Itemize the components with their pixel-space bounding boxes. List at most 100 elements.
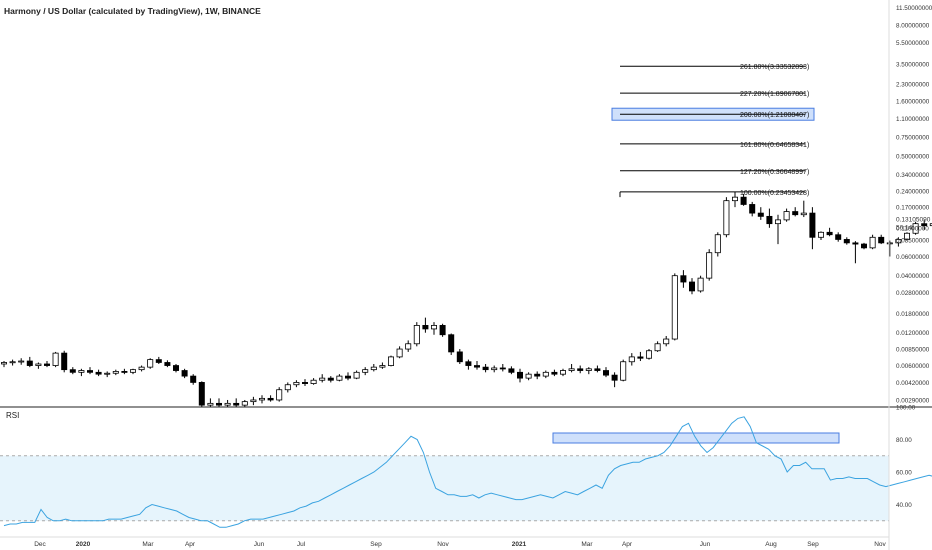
price-tick-label: 8.00000000 xyxy=(896,22,930,29)
candle xyxy=(267,395,274,402)
candle xyxy=(26,356,33,368)
candle-body-down xyxy=(499,367,506,370)
candle xyxy=(181,368,188,379)
candle-body-up xyxy=(104,372,111,375)
candle xyxy=(147,358,154,369)
fib-label: 161.80%(0.64658341) xyxy=(740,142,809,149)
candle-body-down xyxy=(603,370,610,376)
candle-body-up xyxy=(430,325,437,330)
candle xyxy=(155,356,162,364)
candle xyxy=(276,387,283,402)
candle xyxy=(310,378,317,385)
fib-level[interactable]: 227.20%(1.89067801) xyxy=(620,91,809,98)
fib-level[interactable]: 261.80%(3.33532893) xyxy=(620,64,809,71)
candle-body-up xyxy=(129,369,136,373)
rsi-label: RSI xyxy=(6,411,19,420)
candle xyxy=(680,270,687,288)
price-tick-label: 2.30000000 xyxy=(896,81,930,88)
candle-body-up xyxy=(491,367,498,371)
candle-body-down xyxy=(611,374,618,381)
time-tick-label: 2021 xyxy=(512,541,527,548)
price-tick-label: 0.00420000 xyxy=(896,380,930,387)
price-tick-label: 1.10000000 xyxy=(896,116,930,123)
candle xyxy=(671,273,678,341)
candle-body-up xyxy=(706,252,713,279)
time-tick-label: Mar xyxy=(142,541,154,548)
fib-label: 127.20%(0.36648997) xyxy=(740,169,809,176)
candle xyxy=(843,237,850,245)
price-tick-label: 0.50000000 xyxy=(896,154,930,161)
candle-body-down xyxy=(439,325,446,336)
candle-body-down xyxy=(465,361,472,366)
candle xyxy=(534,371,541,380)
candle-body-down xyxy=(44,363,51,366)
candle xyxy=(637,351,644,362)
candle xyxy=(560,368,567,377)
candle-body-down xyxy=(181,370,188,377)
price-tick-label: 0.02800000 xyxy=(896,290,930,297)
price-tick-label: 0.24000000 xyxy=(896,188,930,195)
time-tick-label: Mar xyxy=(581,541,593,548)
candle-body-up xyxy=(646,350,653,359)
candle-body-up xyxy=(9,361,16,364)
fib-level[interactable]: 100.00%(0.23453428) xyxy=(620,190,809,197)
candle xyxy=(775,214,782,245)
candle-body-down xyxy=(826,231,833,236)
candle xyxy=(706,249,713,281)
price-tick-label: 0.00290000 xyxy=(896,397,930,404)
candle-body-down xyxy=(861,243,868,249)
candle xyxy=(250,396,257,406)
candle-body-up xyxy=(783,211,790,221)
candle-body-up xyxy=(284,384,291,391)
candle-body-up xyxy=(818,231,825,238)
price-tick-label: 0.01200000 xyxy=(896,330,930,337)
candle-body-up xyxy=(258,397,265,401)
candle xyxy=(835,232,842,242)
candle-body-up xyxy=(869,236,876,249)
candle-body-up xyxy=(35,363,42,366)
candle-body-down xyxy=(792,211,799,216)
rsi-axis[interactable]: 100.00 80.00 60.00 40.00 xyxy=(896,405,916,510)
fib-level[interactable]: 200.00%(1.21008407) xyxy=(611,107,815,121)
candle-body-down xyxy=(757,212,764,217)
fib-level[interactable]: 161.80%(0.64658341) xyxy=(620,142,809,149)
candle-body-up xyxy=(207,402,214,406)
price-tick-label: 0.00850000 xyxy=(896,347,930,354)
candle xyxy=(861,242,868,250)
time-tick-label: 2020 xyxy=(76,541,91,548)
candle xyxy=(628,353,635,366)
candles-layer xyxy=(0,191,932,407)
fib-levels[interactable]: 261.80%(3.33532893) 227.20%(1.89067801) 20… xyxy=(611,64,815,198)
candle-body-down xyxy=(344,375,351,379)
time-tick-label: Sep xyxy=(370,541,382,548)
candle xyxy=(517,368,524,383)
candle xyxy=(379,362,386,369)
candle xyxy=(448,333,455,355)
time-tick-label: Nov xyxy=(437,541,449,548)
candle xyxy=(172,363,179,373)
price-tick-label: 3.50000000 xyxy=(896,61,930,68)
fib-level[interactable]: 127.20%(0.36648997) xyxy=(620,169,809,176)
candle xyxy=(766,208,773,228)
price-axis[interactable]: 11.50000000 8.00000000 5.50000000 3.5000000… xyxy=(896,5,932,404)
candle-body-down xyxy=(482,366,489,371)
candle-body-up xyxy=(671,275,678,340)
candle-body-up xyxy=(800,212,807,216)
candle-body-up xyxy=(775,219,782,225)
candle-body-up xyxy=(723,200,730,236)
candle xyxy=(190,374,197,385)
candle xyxy=(422,317,429,333)
candle-body-down xyxy=(327,377,334,381)
price-tick-label: 0.06000000 xyxy=(896,254,930,261)
candle-body-down xyxy=(637,356,644,359)
price-tick-label: 0.01800000 xyxy=(896,311,930,318)
time-axis[interactable]: Dec 2020 Mar Apr Jun Jul Sep Nov 2021 Mar Apr Jun Au… xyxy=(34,541,886,548)
candle xyxy=(413,322,420,347)
candle xyxy=(198,381,205,407)
candle-body-up xyxy=(620,361,627,381)
price-tick-label: 0.08500000 xyxy=(896,237,930,244)
candle xyxy=(525,372,532,381)
candle-body-down xyxy=(689,281,696,292)
candle-body-up xyxy=(929,223,932,227)
